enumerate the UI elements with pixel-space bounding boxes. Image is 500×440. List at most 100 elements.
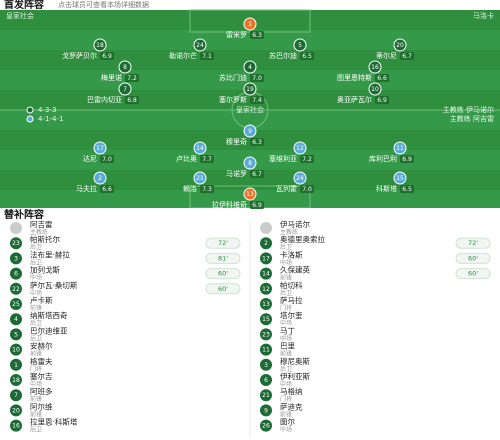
player[interactable]: 24 勒诺尔芒 7.1 — [169, 38, 214, 60]
sub-position: 主教练 — [280, 228, 298, 236]
player-number: 2 — [98, 175, 102, 182]
player-rating: 7.2 — [302, 156, 312, 163]
sub-avatar — [260, 252, 272, 265]
sub-avatar — [260, 343, 272, 356]
sub-name: 塔尔奎 — [280, 310, 303, 320]
player-rating: 7.1 — [202, 53, 212, 60]
player-circle — [118, 82, 132, 96]
player[interactable]: 24 瓦列霍 7.0 — [276, 171, 314, 193]
sub-position: 主教练 — [30, 228, 48, 236]
player[interactable]: 11 库利巴利 6.9 — [369, 141, 414, 163]
sub-number: 23 — [262, 331, 270, 338]
sub-position: 后卫 — [30, 319, 42, 327]
player-number: 19 — [246, 86, 254, 93]
player[interactable]: 15 科斯塔 6.5 — [376, 171, 414, 193]
player-number: 20 — [396, 42, 404, 49]
player[interactable]: 12 塞维利亚 7.2 — [269, 141, 314, 163]
rating-bg — [375, 74, 389, 82]
rating-bg — [200, 155, 214, 163]
sub-position: 中场 — [30, 274, 42, 282]
header-subtitle: 点击球员可查看本场详细数据 — [58, 0, 149, 9]
player[interactable]: 14 卢比奥 7.7 — [176, 141, 214, 163]
player-rating: 7.0 — [302, 186, 312, 193]
player-number: 9 — [248, 128, 252, 135]
player[interactable]: 13 拉伊科维奇 6.9 — [212, 187, 264, 209]
player-number: 4 — [248, 64, 252, 71]
player-circle — [293, 38, 307, 52]
player-rating: 7.2 — [127, 75, 137, 82]
player-circle — [93, 38, 107, 52]
player-number: 21 — [196, 175, 204, 182]
player-name: 赖洛 — [183, 184, 197, 193]
sub-name: 卢卡斯 — [30, 295, 53, 305]
player-name: 雷米罗 — [226, 30, 247, 39]
player-rating: 6.5 — [302, 53, 312, 60]
sub-avatar — [10, 252, 22, 265]
player-name: 蒂尔尼 — [376, 51, 397, 60]
player-circle — [193, 171, 207, 185]
sub-position: 中场 — [280, 380, 292, 388]
rating-bg — [200, 52, 214, 60]
player-circle — [393, 141, 407, 155]
player-circle — [243, 82, 257, 96]
sub-position: 中场 — [280, 319, 292, 327]
sub-position: 后卫 — [280, 243, 292, 251]
player[interactable]: 16 图里恩特斯 6.6 — [337, 60, 389, 82]
player-circle — [193, 141, 207, 155]
sub-minute: 72' — [468, 239, 478, 247]
player[interactable]: 18 戈罗萨贝尔 6.9 — [62, 38, 114, 60]
sub-avatar — [10, 328, 22, 341]
header-bg — [0, 0, 500, 10]
player[interactable]: 17 达尼 7.0 — [83, 141, 114, 163]
sub-position: 中场 — [280, 258, 292, 266]
center-label: 皇家社会 — [236, 105, 264, 114]
sub-name: 奥德里奥索拉 — [280, 234, 325, 244]
player-rating: 6.9 — [102, 53, 112, 60]
rating-bg — [400, 185, 414, 193]
sub-name: 格雷夫 — [30, 356, 53, 366]
player[interactable]: 20 蒂尔尼 6.7 — [376, 38, 414, 60]
sub-avatar — [260, 328, 272, 341]
player[interactable]: 21 赖洛 7.3 — [183, 171, 214, 193]
sub-minute: 60' — [468, 254, 478, 262]
player-name: 奥亚萨瓦尔 — [337, 95, 372, 104]
player[interactable]: 10 奥亚萨瓦尔 6.9 — [337, 82, 389, 104]
player[interactable]: 19 塞尔罗斯 7.4 — [219, 82, 264, 104]
